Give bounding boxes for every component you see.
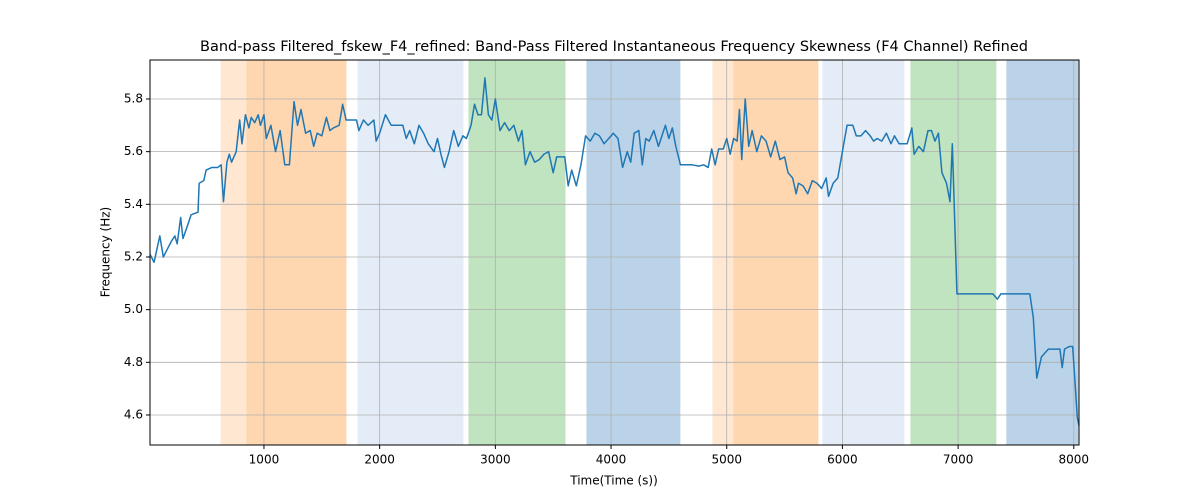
plot bbox=[149, 77, 1080, 426]
x-tick-label: 2000 bbox=[364, 453, 395, 467]
x-tick-label: 8000 bbox=[1059, 453, 1090, 467]
labels: Band-pass Filtered_fskew_F4_refined: Ban… bbox=[99, 39, 1090, 488]
chart-title: Band-pass Filtered_fskew_F4_refined: Ban… bbox=[200, 39, 1028, 55]
shaded-span bbox=[357, 59, 464, 446]
x-tick-label: 3000 bbox=[480, 453, 511, 467]
x-axis-label: Time(Time (s)) bbox=[569, 474, 658, 488]
y-tick-label: 5.0 bbox=[124, 302, 143, 316]
axes-frame bbox=[149, 59, 1080, 446]
y-tick-label: 4.8 bbox=[124, 355, 143, 369]
shaded-span bbox=[822, 59, 905, 446]
x-tick-label: 5000 bbox=[711, 453, 742, 467]
x-tick-label: 6000 bbox=[827, 453, 858, 467]
shaded-span bbox=[712, 59, 735, 446]
shaded-span bbox=[910, 59, 997, 446]
grid bbox=[150, 60, 1079, 445]
shaded-span bbox=[1006, 59, 1079, 446]
y-tick-label: 5.6 bbox=[124, 144, 143, 158]
shaded-span bbox=[586, 59, 681, 446]
x-tick-label: 7000 bbox=[943, 453, 974, 467]
y-axis-label: Frequency (Hz) bbox=[99, 207, 113, 298]
data-line bbox=[149, 77, 1080, 426]
shaded-span bbox=[220, 59, 248, 446]
x-tick-label: 1000 bbox=[249, 453, 280, 467]
y-tick-label: 4.6 bbox=[124, 407, 143, 421]
shaded-span bbox=[468, 59, 566, 446]
shaded-span bbox=[733, 59, 819, 446]
x-tick-label: 4000 bbox=[596, 453, 627, 467]
y-tick-label: 5.4 bbox=[124, 197, 143, 211]
spans bbox=[220, 59, 1079, 446]
y-tick-label: 5.8 bbox=[124, 91, 143, 105]
y-tick-label: 5.2 bbox=[124, 249, 143, 263]
